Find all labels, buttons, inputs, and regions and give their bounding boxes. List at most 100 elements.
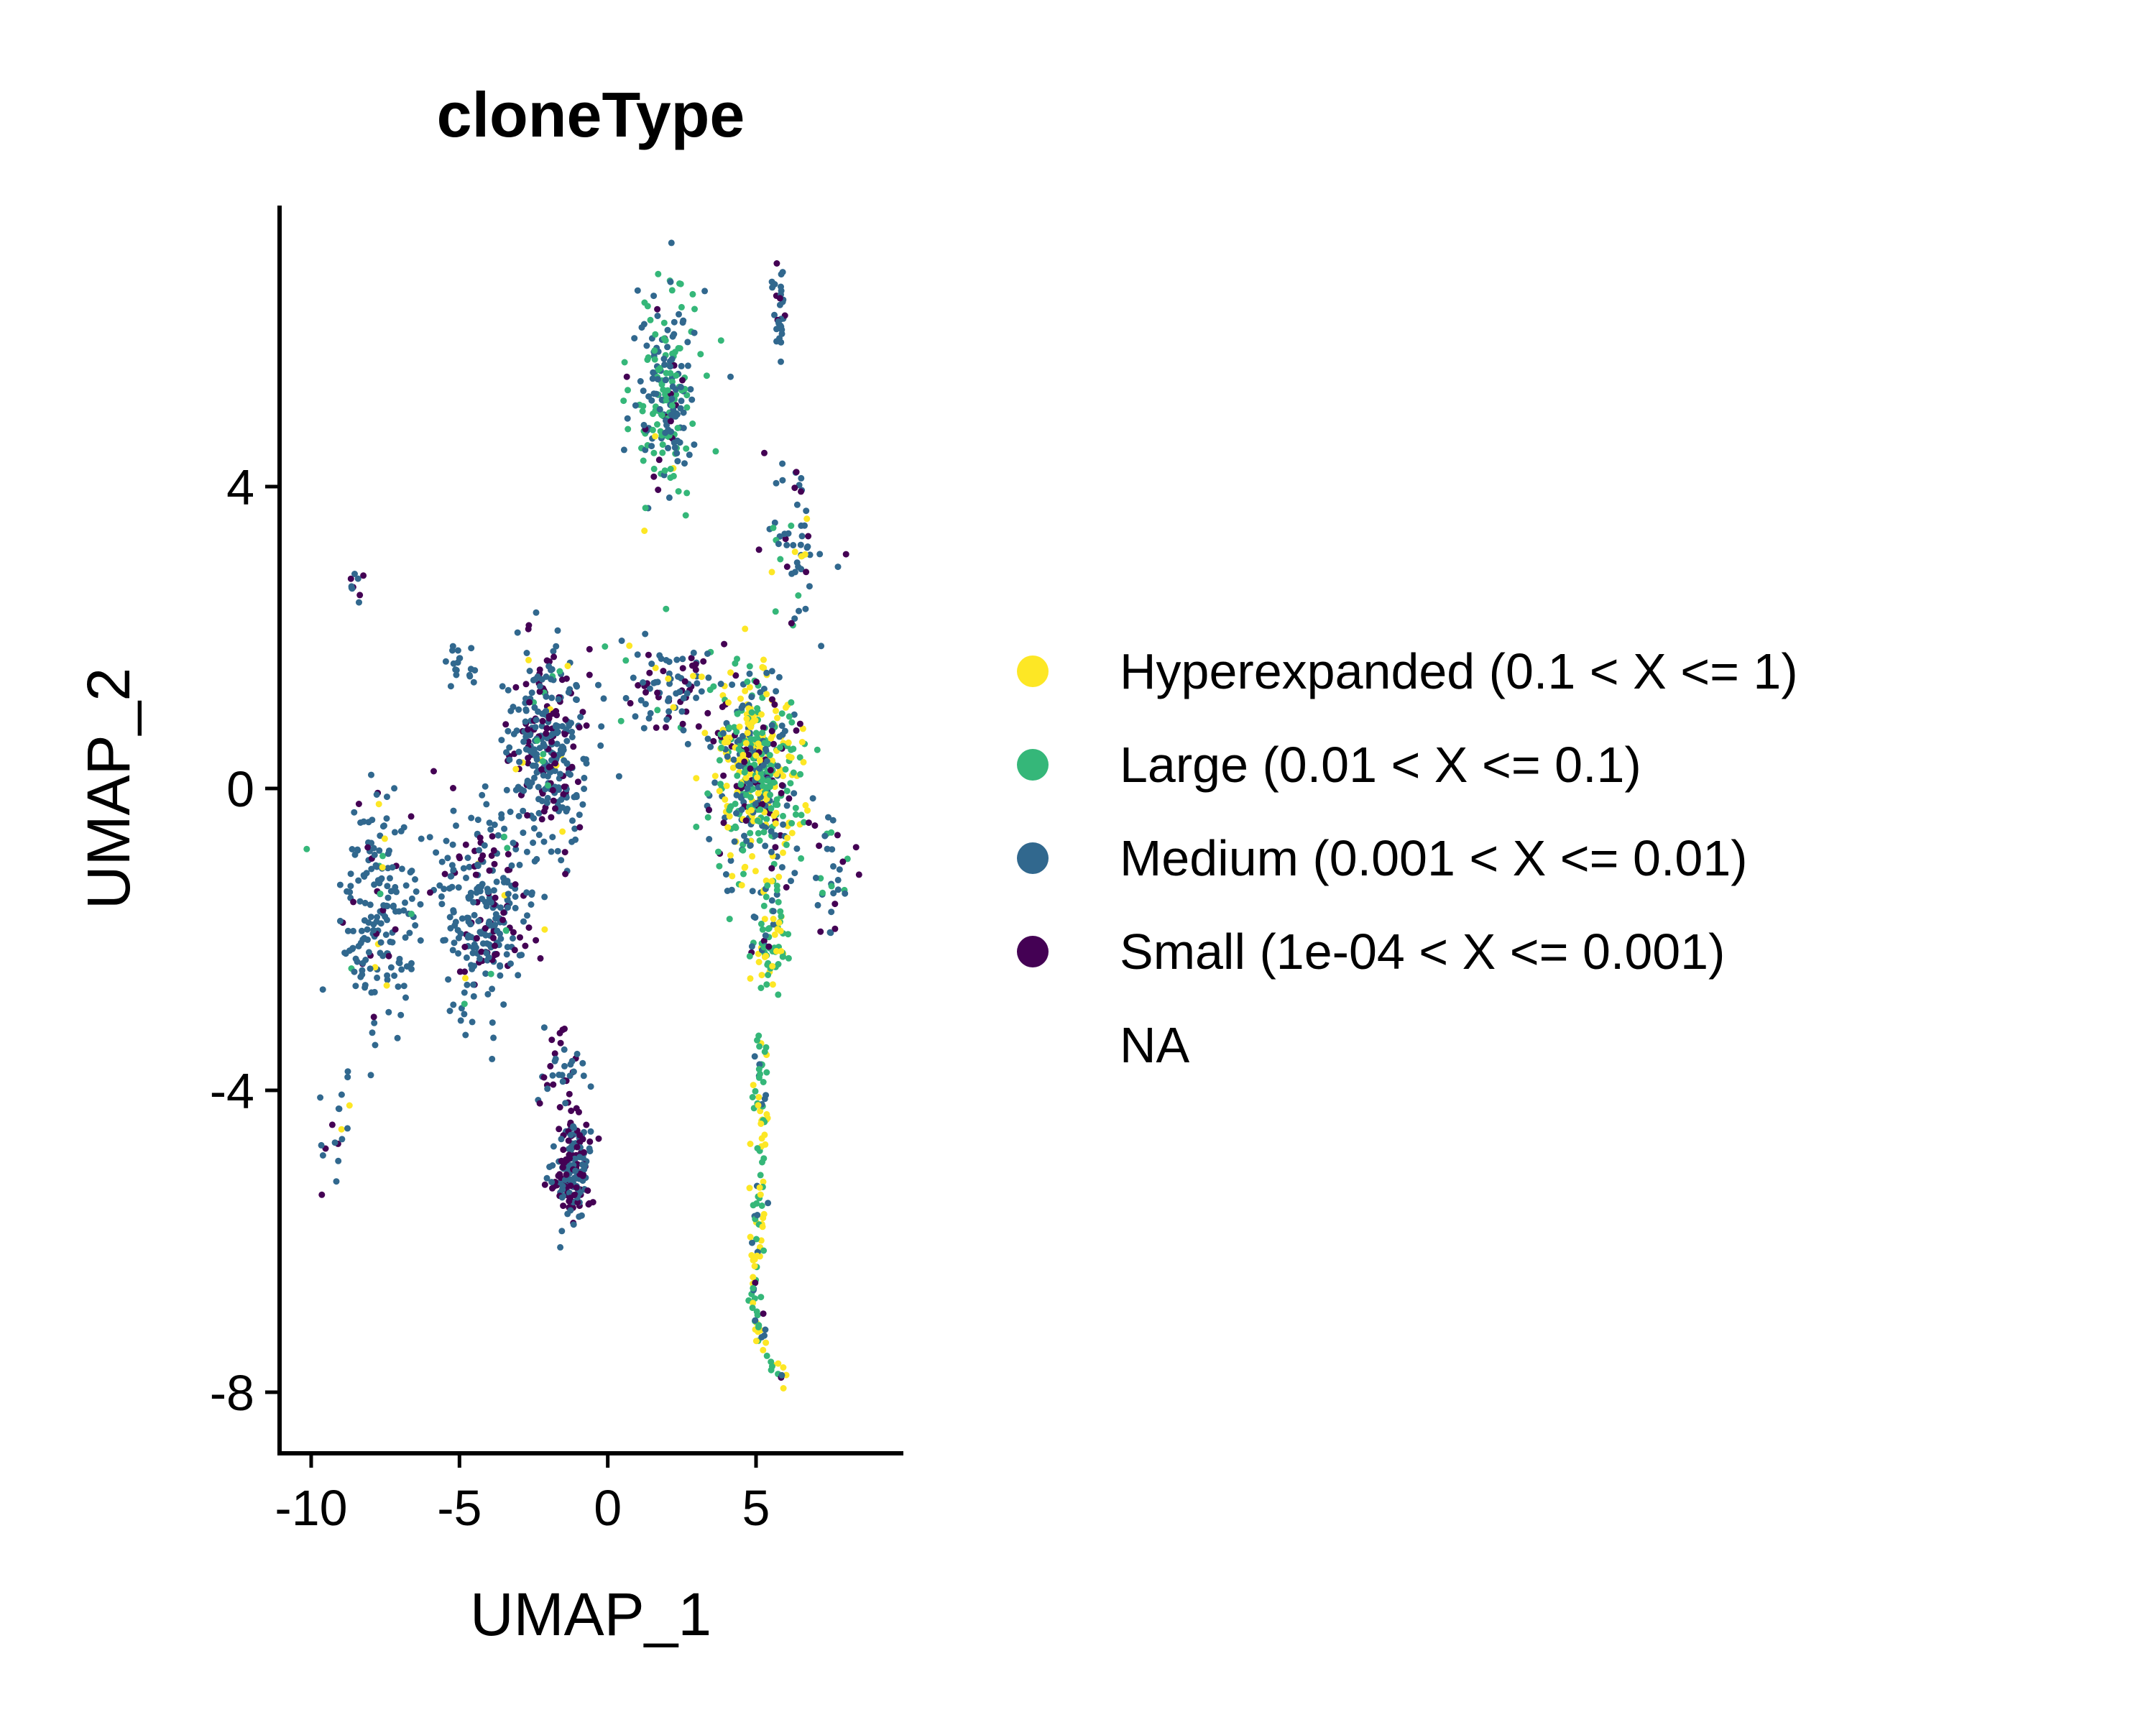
data-point-793 — [768, 865, 775, 872]
data-point-790 — [743, 791, 750, 799]
data-point-995 — [785, 931, 792, 938]
data-point-1580 — [463, 954, 470, 961]
data-point-1745 — [383, 815, 390, 822]
data-point-1440 — [482, 970, 489, 978]
data-point-1704 — [367, 914, 374, 921]
data-point-1649 — [471, 911, 478, 919]
data-point-1813 — [344, 927, 351, 934]
data-point-586 — [742, 863, 749, 870]
x-tick-label: 0 — [594, 1480, 622, 1536]
data-point-1370 — [524, 779, 531, 786]
data-point-1124 — [576, 724, 583, 731]
data-point-864 — [693, 694, 700, 702]
data-point-830 — [729, 681, 736, 689]
data-point-910 — [665, 670, 673, 677]
data-point-1207 — [533, 717, 540, 724]
data-point-1509 — [501, 825, 508, 832]
data-point-1632 — [491, 860, 498, 868]
data-point-1030 — [834, 876, 842, 883]
data-point-2097 — [456, 655, 463, 662]
data-point-1643 — [486, 918, 493, 925]
data-point-2050 — [558, 1194, 566, 1201]
data-point-113 — [650, 410, 656, 418]
data-point-274 — [782, 535, 789, 543]
data-point-1504 — [504, 845, 511, 852]
data-point-2180 — [758, 1135, 765, 1142]
data-point-1359 — [554, 723, 561, 730]
data-point-2221 — [757, 1191, 764, 1198]
data-point-823 — [778, 782, 786, 789]
data-point-1531 — [430, 768, 437, 775]
data-point-1383 — [489, 833, 496, 840]
data-point-1348 — [557, 770, 563, 778]
data-point-1113 — [571, 825, 579, 832]
data-point-2219 — [780, 1385, 787, 1392]
data-point-50 — [717, 337, 724, 344]
data-point-1686 — [355, 801, 362, 807]
data-point-1248 — [515, 706, 522, 713]
data-point-1964 — [586, 1138, 594, 1145]
data-point-1801 — [365, 819, 372, 826]
data-point-2228 — [757, 1121, 765, 1127]
data-point-1173 — [499, 683, 506, 690]
data-point-1840 — [367, 901, 374, 908]
data-point-1550 — [444, 855, 451, 862]
data-point-1777 — [407, 911, 415, 917]
data-point-1507 — [482, 925, 489, 932]
data-point-1267 — [548, 848, 555, 855]
data-point-836 — [743, 837, 750, 845]
data-point-1621 — [472, 944, 479, 951]
data-point-1837 — [378, 875, 385, 882]
data-point-2223 — [759, 1223, 766, 1230]
data-point-1663 — [371, 881, 378, 888]
data-point-450 — [707, 743, 714, 750]
data-point-703 — [774, 763, 781, 770]
data-point-1857 — [344, 1125, 351, 1132]
data-point-159 — [644, 303, 651, 310]
data-point-746 — [760, 686, 768, 692]
data-point-1593 — [512, 881, 519, 888]
data-point-1259 — [538, 798, 545, 804]
data-point-1542 — [450, 807, 457, 814]
data-point-1098 — [523, 650, 530, 656]
data-point-1605 — [450, 908, 457, 916]
data-point-313 — [795, 564, 802, 570]
data-point-1843 — [379, 864, 386, 871]
data-point-1635 — [486, 888, 492, 895]
data-point-199 — [662, 429, 669, 436]
data-point-1814 — [373, 791, 380, 798]
data-point-992 — [764, 882, 771, 889]
data-point-1034 — [828, 883, 835, 890]
data-point-133 — [655, 456, 663, 464]
data-point-2074 — [573, 1050, 581, 1057]
data-point-1954 — [583, 1121, 590, 1128]
data-point-525 — [716, 757, 723, 764]
data-point-510 — [721, 640, 728, 648]
data-point-1608 — [492, 942, 498, 949]
data-point-229 — [681, 460, 688, 467]
data-point-311 — [791, 548, 798, 556]
data-point-1787 — [367, 1072, 374, 1079]
data-point-1001 — [775, 898, 782, 906]
data-point-976 — [757, 985, 765, 991]
data-point-1430 — [483, 801, 490, 808]
data-point-1648 — [510, 840, 517, 847]
data-point-1474 — [461, 944, 469, 950]
data-point-1527 — [476, 955, 483, 962]
data-point-811 — [771, 701, 778, 708]
x-tick-label: 5 — [742, 1480, 770, 1536]
data-point-1698 — [350, 927, 356, 934]
data-point-1487 — [438, 858, 446, 865]
data-point-1784 — [347, 883, 354, 890]
data-point-360 — [780, 812, 786, 819]
data-point-473 — [729, 873, 736, 880]
data-point-1315 — [553, 708, 560, 714]
data-point-584 — [786, 713, 793, 720]
data-point-2102 — [447, 683, 454, 690]
data-point-187 — [663, 421, 670, 428]
data-point-1258 — [520, 829, 527, 837]
data-point-1808 — [374, 914, 381, 921]
data-point-215 — [671, 439, 678, 446]
data-point-1645 — [505, 851, 512, 857]
data-point-264 — [755, 546, 763, 553]
